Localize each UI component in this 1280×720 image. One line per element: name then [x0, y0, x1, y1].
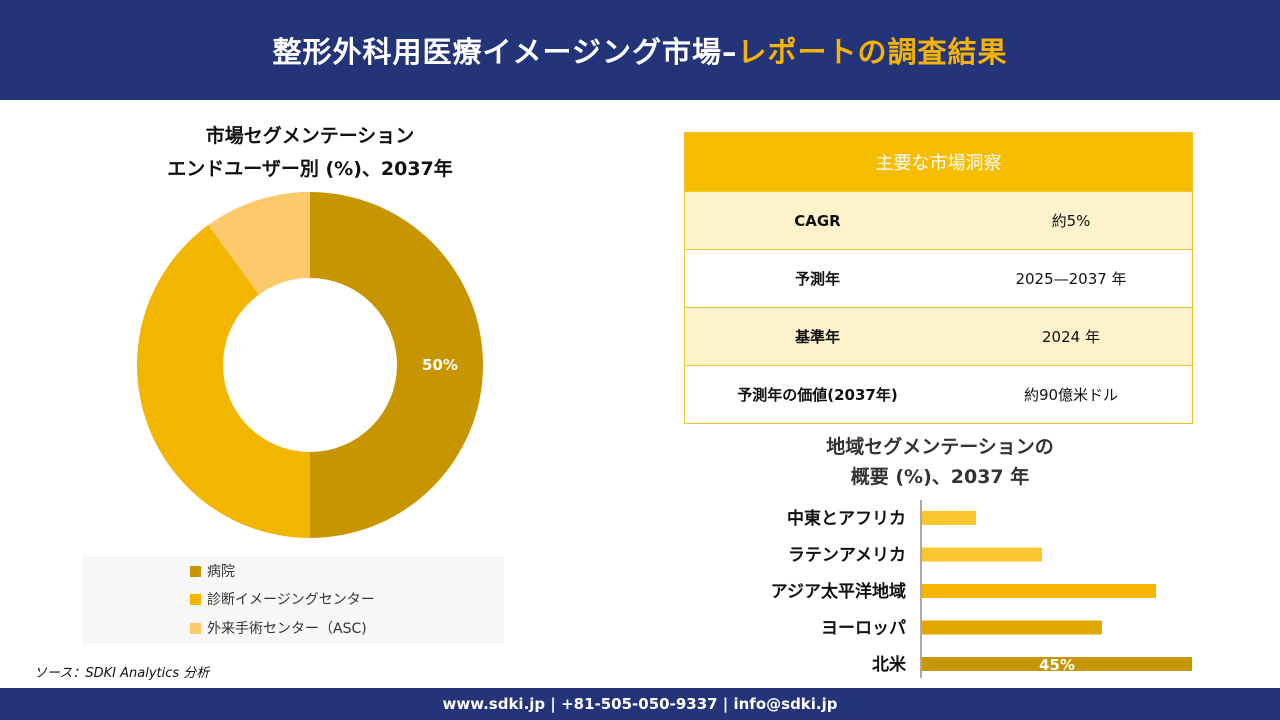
legend-item-hospital: 病院 — [190, 561, 235, 581]
insights-value: 約5% — [1051, 212, 1091, 230]
bar-category-label: アジア太平洋地域 — [771, 581, 906, 602]
insights-key: 基準年 — [794, 328, 840, 346]
donut-chart: 50% — [137, 192, 483, 539]
insights-row-cagr: CAGR 約5% — [685, 191, 1192, 249]
legend-swatch-diagnostic — [190, 593, 201, 605]
legend-label-hospital: 病院 — [207, 564, 235, 580]
bar-1 — [922, 547, 1042, 562]
pie-title-line1: 市場セグメンテーション — [205, 125, 415, 147]
legend-swatch-asc — [190, 622, 201, 634]
legend-swatch-hospital — [190, 565, 201, 577]
insights-row-forecast: 予測年 2025—2037 年 — [685, 249, 1192, 307]
bar-data-label: 45% — [1039, 656, 1075, 674]
bar-0 — [922, 511, 976, 525]
bar-chart-title: 地域セグメンテーションの 概要 (%)、2037 年 — [760, 432, 1120, 492]
insights-value: 2024 年 — [1042, 328, 1100, 346]
page-title: 整形外科用医療イメージング市場–レポートの調査結果 — [273, 29, 1008, 71]
bar-2 — [922, 584, 1156, 598]
footer-contact: www.sdki.jp | +81-505-050-9337 | info@sd… — [0, 688, 1280, 720]
report-header: 整形外科用医療イメージング市場–レポートの調査結果 — [0, 0, 1280, 100]
bar-category-label: 北米 — [872, 654, 907, 675]
pie-title-line2: エンドユーザー別 (%)、2037年 — [167, 158, 453, 180]
insights-table: 主要な市場洞察 CAGR 約5% 予測年 2025—2037 年 基準年 202… — [684, 132, 1193, 424]
insights-key: 予測年 — [794, 270, 840, 288]
insights-header: 主要な市場洞察 — [685, 133, 1192, 191]
bar-3 — [922, 620, 1102, 635]
pie-chart-title: 市場セグメンテーション エンドユーザー別 (%)、2037年 — [130, 120, 490, 186]
legend-label-asc: 外来手術センター（ASC) — [207, 621, 367, 637]
bar-category-label: ラテンアメリカ — [788, 546, 906, 566]
donut-slice-diagnostic — [137, 225, 310, 539]
source-note: ソース：SDKI Analytics 分析 — [34, 666, 210, 681]
title-accent: レポートの調査結果 — [737, 35, 1008, 69]
title-dash: – — [721, 35, 738, 69]
donut-data-label: 50% — [422, 356, 458, 374]
legend-item-asc: 外来手術センター（ASC) — [190, 618, 367, 638]
insights-row-value: 予測年の価値(2037年) 約90億米ドル — [685, 365, 1192, 423]
bar-category-label: ヨーロッパ — [821, 619, 906, 639]
bar-title-line2: 概要 (%)、2037 年 — [850, 466, 1030, 488]
title-main: 整形外科用医療イメージング市場 — [272, 35, 722, 69]
insights-key: 予測年の価値(2037年) — [737, 386, 898, 404]
bar-category-label: 中東とアフリカ — [787, 508, 906, 529]
insights-row-base-year: 基準年 2024 年 — [685, 307, 1192, 365]
legend-label-diagnostic: 診断イメージングセンター — [207, 592, 375, 608]
insights-key: CAGR — [794, 211, 841, 230]
bar-title-line1: 地域セグメンテーションの — [826, 436, 1054, 458]
bar-4 — [922, 657, 1192, 671]
insights-value: 約90億米ドル — [1023, 386, 1119, 404]
donut-slice-hospital — [310, 192, 483, 538]
legend-item-diagnostic: 診断イメージングセンター — [190, 589, 375, 609]
donut-slice-asc — [208, 192, 310, 295]
insights-value: 2025—2037 年 — [1015, 270, 1127, 288]
chart-legend: 病院 診断イメージングセンター 外来手術センター（ASC) — [82, 556, 504, 644]
